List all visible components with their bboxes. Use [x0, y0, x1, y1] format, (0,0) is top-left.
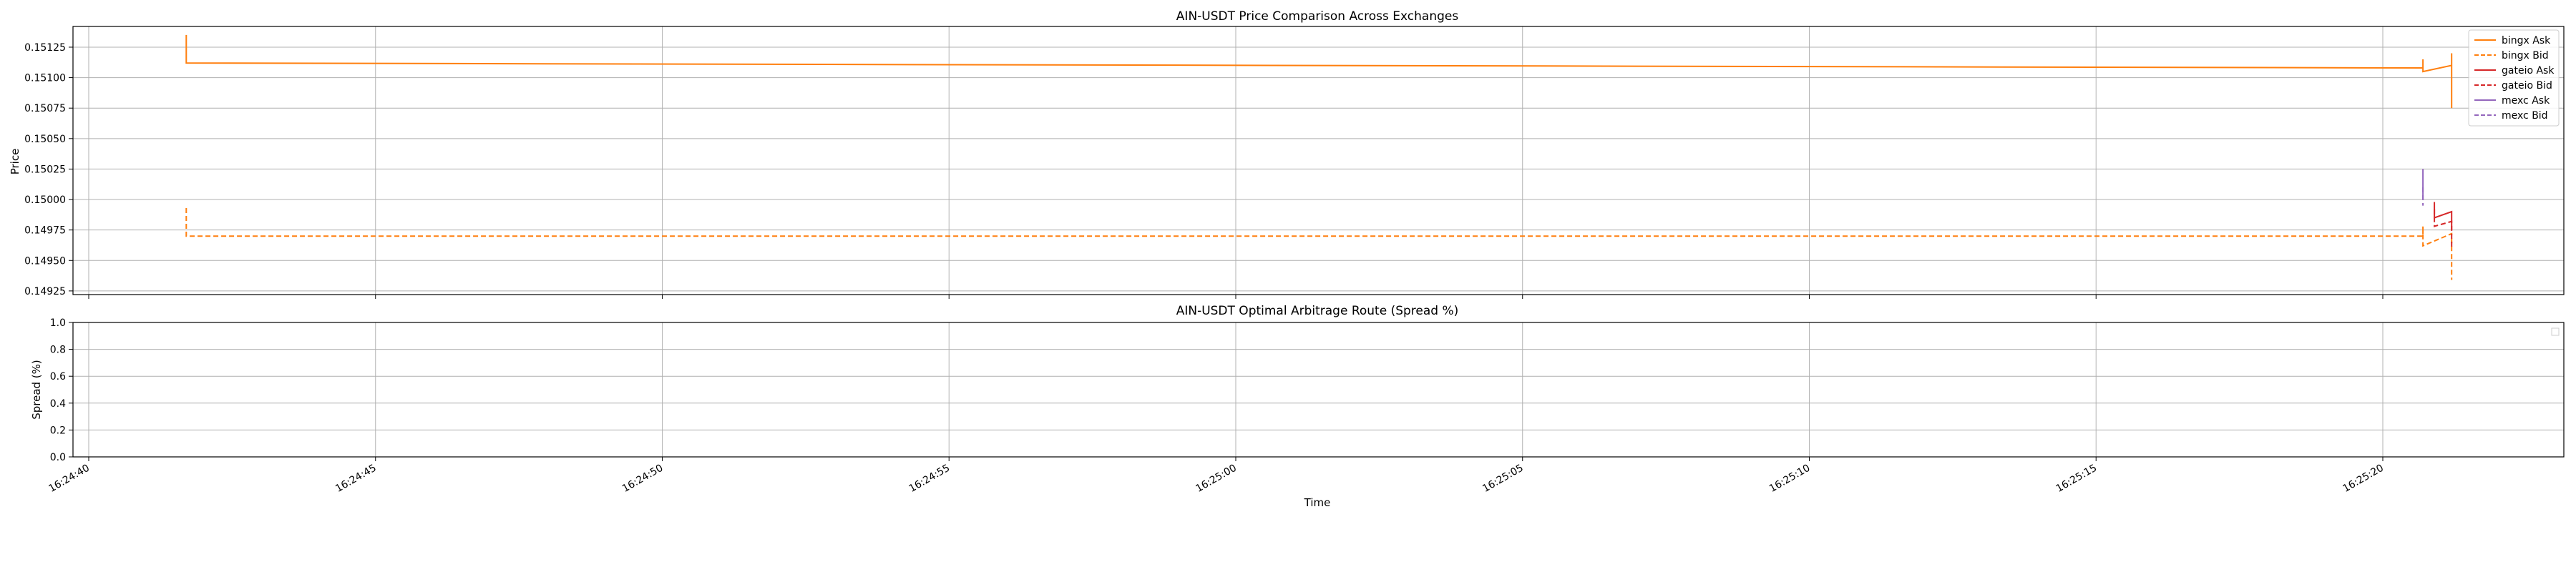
y-tick-label: 0.15050	[24, 134, 66, 145]
series-lines	[185, 34, 2453, 280]
series-line-bingx-ask	[185, 34, 2453, 109]
chart-title: AIN-USDT Price Comparison Across Exchang…	[1176, 9, 1459, 24]
series-line-gateio-bid	[2434, 209, 2453, 249]
y-tick-label: 0.15075	[24, 103, 66, 114]
y-axis-ticks: 0.14925 0.14950 0.14975 0.15000 0.15025 0.150…	[24, 42, 73, 297]
y-axis-ticks: 0.0 0.2 0.4 0.6 0.8 1.0	[50, 317, 73, 463]
y-tick-label: 0.6	[50, 371, 66, 383]
price-comparison-panel: AIN-USDT Price Comparison Across Exchang…	[9, 9, 2565, 299]
y-tick-label: 0.14975	[24, 225, 66, 237]
legend-entry: bingx Ask	[2502, 35, 2551, 46]
x-axis-label: Time	[1304, 496, 1331, 509]
legend-box	[2468, 29, 2560, 127]
legend-entry: mexc Bid	[2502, 110, 2548, 122]
grid-lines	[73, 26, 2564, 295]
y-axis-label: Price	[9, 149, 21, 175]
chart-title: AIN-USDT Optimal Arbitrage Route (Spread…	[1176, 304, 1459, 318]
legend-entry: mexc Ask	[2502, 95, 2550, 107]
y-axis-label: Spread (%)	[30, 360, 43, 420]
y-tick-label: 0.0	[50, 452, 66, 463]
y-tick-label: 0.15025	[24, 164, 66, 175]
y-tick-label: 0.14950	[24, 255, 66, 267]
plot-frame	[72, 322, 2565, 458]
legend-entry: gateio Ask	[2502, 65, 2555, 77]
y-tick-label: 1.0	[50, 317, 66, 329]
y-tick-label: 0.14925	[24, 286, 66, 297]
y-tick-label: 0.15125	[24, 42, 66, 54]
empty-legend	[2551, 327, 2560, 336]
y-tick-label: 0.4	[50, 398, 66, 410]
y-tick-label: 0.15000	[24, 194, 66, 206]
legend-entry: gateio Bid	[2502, 80, 2552, 92]
series-line-bingx-bid	[185, 208, 2453, 280]
legend: bingx Ask bingx Bid gateio Ask gateio Bid me…	[2468, 29, 2560, 127]
y-tick-label: 0.2	[50, 425, 66, 436]
plot-frame	[72, 26, 2565, 295]
x-axis-ticks	[88, 295, 2384, 299]
y-tick-label: 0.15100	[24, 73, 66, 84]
y-tick-label: 0.8	[50, 345, 66, 356]
legend-entry: bingx Bid	[2502, 50, 2549, 61]
